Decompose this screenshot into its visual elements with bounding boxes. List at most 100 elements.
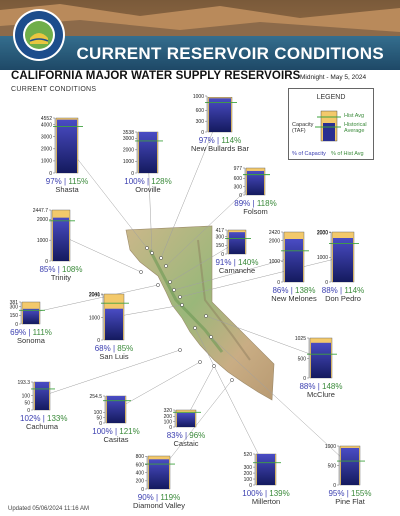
reservoir-name: Sonoma [17,336,45,345]
y-tick-label: 0 [45,259,48,265]
pct-separator: | [26,328,33,337]
reservoir-location-mcclure [204,314,208,318]
leader-line-don-pedro [179,256,344,298]
reservoir-panel-oroville: 0 1000 2000 3000 3538 100% | 128% Oroville [118,128,178,195]
reservoir-panel-new-bullards-bar: 0 300 600 1000 97% | 114% New Bullards Bar [188,92,252,154]
y-tick-label: 2000 [37,217,48,223]
pct-separator: | [153,493,161,502]
reservoir-chart-folsom: 0 300 600 977 [234,166,270,199]
reservoir-name: Camanche [218,266,256,275]
pct-capacity: 88% [299,382,316,391]
y-tick-label: 3000 [123,136,134,142]
y-tick-label: 0 [27,408,30,414]
y-tick-label: 254.5 [89,394,102,400]
pct-separator: | [337,286,345,295]
storage-bar [53,217,69,261]
pct-hist-avg: 96% [189,431,206,440]
storage-bar [105,308,123,340]
pct-separator: | [250,199,257,208]
y-tick-label: 0 [15,322,18,328]
y-tick-label: 2000 [89,293,100,299]
reservoir-chart-pine-flat: 0 500 1000 [325,444,365,489]
y-tick-label: 50 [96,415,102,421]
reservoir-location-oroville [150,251,154,255]
y-tick-label: 0 [221,252,224,258]
y-tick-label: 4000 [41,122,52,128]
storage-bar [149,459,169,489]
y-tick-label: 300 [216,235,225,241]
pct-capacity: 68% [94,344,111,353]
y-tick-label: 3538 [123,130,134,136]
reservoir-percent-label: 69% | 111% [8,328,54,337]
y-tick-label: 1000 [317,255,328,261]
y-tick-label: 150 [216,243,225,249]
storage-bar [341,447,359,485]
dwr-seal-logo [13,9,65,61]
pct-capacity: 95% [328,489,345,498]
data-timestamp: Midnight - May 5, 2024 [300,74,367,81]
pct-hist-avg: 85% [117,344,134,353]
leader-line-pine-flat [210,336,351,466]
pct-hist-avg: 140% [238,258,259,267]
y-tick-label: 0 [141,487,144,493]
reservoir-name: Shasta [55,185,79,194]
pct-capacity: 102% [20,414,41,423]
y-tick-label: 150 [10,313,19,319]
pct-hist-avg: 155% [351,489,372,498]
pct-capacity: 91% [215,258,232,267]
reservoir-location-folsom [164,264,168,268]
reservoir-location-castaic [212,364,216,368]
y-tick-label: 0 [97,338,100,344]
reservoir-percent-label: 97% | 115% [42,177,92,186]
storage-bar [57,119,77,173]
header-banner: CURRENT RESERVOIR CONDITIONS [0,0,400,70]
y-tick-label: 2041 [89,292,100,298]
y-tick-label: 2000 [41,147,52,153]
reservoir-percent-label: 95% | 155% [326,489,374,498]
y-tick-label: 1000 [41,159,52,165]
pct-capacity: 100% [124,177,145,186]
y-tick-label: 300 [234,185,243,191]
pct-hist-avg: 128% [151,177,172,186]
leader-line-shasta [66,145,148,249]
leader-line-mcclure [205,315,322,359]
pct-separator: | [61,177,69,186]
legend-historical-average: Historical Average [344,122,367,134]
y-tick-label: 0 [249,483,252,489]
pct-separator: | [231,258,239,267]
pct-hist-avg: 111% [32,328,52,337]
reservoir-percent-label: 83% | 96% [162,431,210,440]
y-tick-label: 0 [201,130,204,136]
legend-pct-hist-avg: % of Hist Avg [331,151,364,157]
banner-title: CURRENT RESERVOIR CONDITIONS [76,44,384,63]
pct-hist-avg: 121% [119,427,140,436]
y-tick-label: 193.3 [17,380,30,386]
pct-separator: | [344,489,352,498]
reservoir-panel-casitas: 0 50 100 254.5 100% | 121% Casitas [86,392,146,445]
pct-capacity: 89% [234,199,251,208]
y-tick-label: 100 [164,419,173,425]
reservoir-location-pine-flat [209,335,213,339]
y-tick-label: 0 [99,421,102,427]
y-tick-label: 500 [328,463,337,469]
y-tick-label: 600 [196,108,205,114]
storage-bar [229,232,245,254]
leader-line-casitas [115,361,201,410]
leader-line-castaic [185,365,215,419]
y-tick-label: 500 [298,356,307,362]
pct-hist-avg: 114% [221,136,242,145]
pct-hist-avg: 114% [344,286,365,295]
y-tick-label: 2420 [269,230,280,236]
y-tick-label: 600 [136,462,145,468]
leader-line-millerton [194,327,267,470]
pct-capacity: 83% [166,431,183,440]
reservoir-name: Oroville [135,185,161,194]
y-tick-label: 0 [49,171,52,177]
storage-bar [311,342,331,378]
reservoir-panel-new-melones: 0 1000 2000 2420 86% | 138% New Melones [264,228,324,304]
reservoir-name: New Bullards Bar [191,144,249,153]
y-tick-label: 100 [244,477,253,483]
